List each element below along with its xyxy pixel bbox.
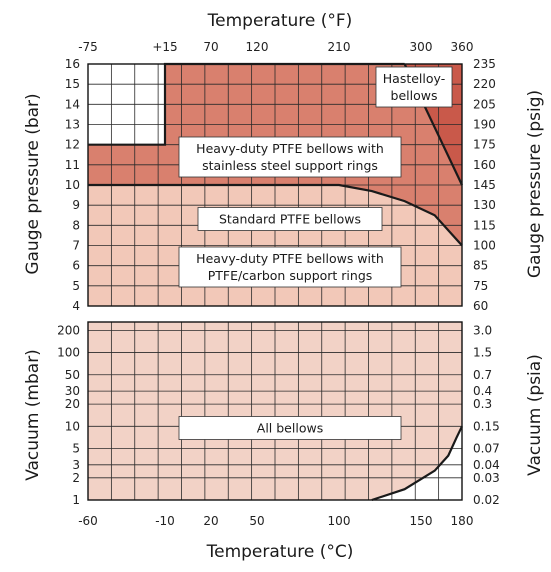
label-stainless-steel-rings-box [178, 136, 402, 178]
pressure-y-right-tick-label: 100 [473, 239, 496, 253]
x-top-tick-label: -75 [78, 40, 98, 54]
pressure-y-left-tick-label: 7 [72, 239, 80, 253]
vacuum-y-left-tick-label: 5 [72, 441, 80, 455]
x-top-tick-label: 360 [451, 40, 474, 54]
x-top-tick-label: +15 [152, 40, 177, 54]
pressure-y-left-tick-label: 8 [72, 218, 80, 232]
pressure-y-left-tick-label: 4 [72, 299, 80, 313]
label-hastelloy-text: bellows [391, 88, 438, 103]
boundary-vacuum [371, 425, 463, 502]
boundary-standard-ptfe [88, 183, 463, 247]
pressure-y-left-tick-label: 10 [65, 178, 80, 192]
pressure-y-left-tick-label: 13 [65, 118, 80, 132]
pressure-y-left-tick-label: 6 [72, 259, 80, 273]
vacuum-y-right-tick-label: 3.0 [473, 323, 492, 337]
pressure-y-right-tick-label: 85 [473, 259, 488, 273]
vacuum-y-right-tick-label: 1.5 [473, 346, 492, 360]
vacuum-y-right-tick-label: 0.02 [473, 493, 500, 507]
vacuum-panel-frame [87, 321, 463, 501]
label-all-bellows-text: All bellows [257, 421, 323, 436]
label-carbon-rings-box [178, 246, 402, 288]
x-bottom-tick-label: 50 [249, 514, 264, 528]
boundary-lines [88, 62, 463, 502]
pressure-y-right-tick-label: 160 [473, 158, 496, 172]
label-standard-ptfe-text: Standard PTFE bellows [219, 212, 361, 227]
vacuum-y-left-tick-label: 2 [72, 471, 80, 485]
x-axis-top-title: Temperature (°F) [207, 11, 353, 31]
vacuum-y-left-tick-label: 10 [65, 419, 80, 433]
vacuum-y-right-tick-label: 0.04 [473, 458, 500, 472]
pressure-y-left-tick-label: 15 [65, 77, 80, 91]
x-top-tick-label: 70 [203, 40, 218, 54]
pressure-y-left-tick-label: 14 [65, 97, 80, 111]
pressure-y-right-title: Gauge pressure (psig) [525, 90, 545, 278]
x-top-tick-label: 300 [410, 40, 433, 54]
label-carbon-rings-text: PTFE/carbon support rings [208, 268, 373, 283]
vacuum-y-left-tick-label: 200 [57, 323, 80, 337]
x-bottom-tick-label: 20 [203, 514, 218, 528]
label-stainless-steel-rings-text: Heavy-duty PTFE bellows with [196, 141, 384, 156]
vacuum-y-right-tick-label: 0.03 [473, 471, 500, 485]
tick-labels: -60 -10 20 50 100 150 180-75 +15 70 120 210 300 3604… [57, 40, 500, 528]
vacuum-y-right-tick-label: 0.15 [473, 419, 500, 433]
x-bottom-tick-label: 150 [410, 514, 433, 528]
vacuum-y-right-tick-label: 0.3 [473, 397, 492, 411]
pressure-y-right-tick-label: 145 [473, 178, 496, 192]
pressure-y-right-tick-label: 235 [473, 57, 496, 71]
vacuum-y-left-tick-label: 100 [57, 346, 80, 360]
x-top-tick-label: 210 [328, 40, 351, 54]
pressure-y-left-tick-label: 9 [72, 198, 80, 212]
vacuum-y-left-tick-label: 3 [72, 458, 80, 472]
pressure-y-left-tick-label: 11 [65, 158, 80, 172]
pressure-y-right-tick-label: 220 [473, 77, 496, 91]
label-standard-ptfe-box [197, 207, 383, 231]
pressure-y-left-title: Gauge pressure (bar) [23, 93, 43, 274]
pressure-y-right-tick-label: 75 [473, 279, 488, 293]
label-carbon-rings-text: Heavy-duty PTFE bellows with [196, 251, 384, 266]
pressure-y-right-tick-label: 60 [473, 299, 488, 313]
boundary-stainless-steel-rings [88, 62, 405, 146]
pressure-y-left-tick-label: 12 [65, 138, 80, 152]
label-stainless-steel-rings-text: stainless steel support rings [202, 158, 378, 173]
pressure-y-right-tick-label: 130 [473, 198, 496, 212]
x-top-tick-label: 120 [246, 40, 269, 54]
x-bottom-tick-label: -60 [78, 514, 98, 528]
pressure-y-right-tick-label: 115 [473, 218, 496, 232]
pressure-y-right-tick-label: 175 [473, 138, 496, 152]
vacuum-y-right-tick-label: 0.07 [473, 441, 500, 455]
vacuum-y-left-tick-label: 50 [65, 368, 80, 382]
vacuum-y-left-tick-label: 30 [65, 384, 80, 398]
x-axis-bottom-title: Temperature (°C) [206, 542, 354, 562]
pressure-y-left-tick-label: 5 [72, 279, 80, 293]
x-bottom-tick-label: 100 [328, 514, 351, 528]
pressure-y-left-tick-label: 16 [65, 57, 80, 71]
x-bottom-tick-label: -10 [155, 514, 175, 528]
label-hastelloy-text: Hastelloy- [383, 71, 445, 86]
pressure-y-right-tick-label: 190 [473, 118, 496, 132]
vacuum-y-right-title: Vacuum (psia) [525, 354, 545, 476]
vacuum-y-right-tick-label: 0.4 [473, 384, 492, 398]
vacuum-y-left-title: Vacuum (mbar) [23, 349, 43, 481]
label-hastelloy-box [375, 66, 453, 108]
region-labels: Hastelloy-bellows Heavy-duty PTFE bellows… [178, 66, 453, 440]
vacuum-y-left-tick-label: 1 [72, 493, 80, 507]
vacuum-y-right-tick-label: 0.7 [473, 368, 492, 382]
x-bottom-tick-label: 180 [451, 514, 474, 528]
label-all-bellows-box [178, 416, 402, 440]
pressure-y-right-tick-label: 205 [473, 97, 496, 111]
vacuum-y-left-tick-label: 20 [65, 397, 80, 411]
